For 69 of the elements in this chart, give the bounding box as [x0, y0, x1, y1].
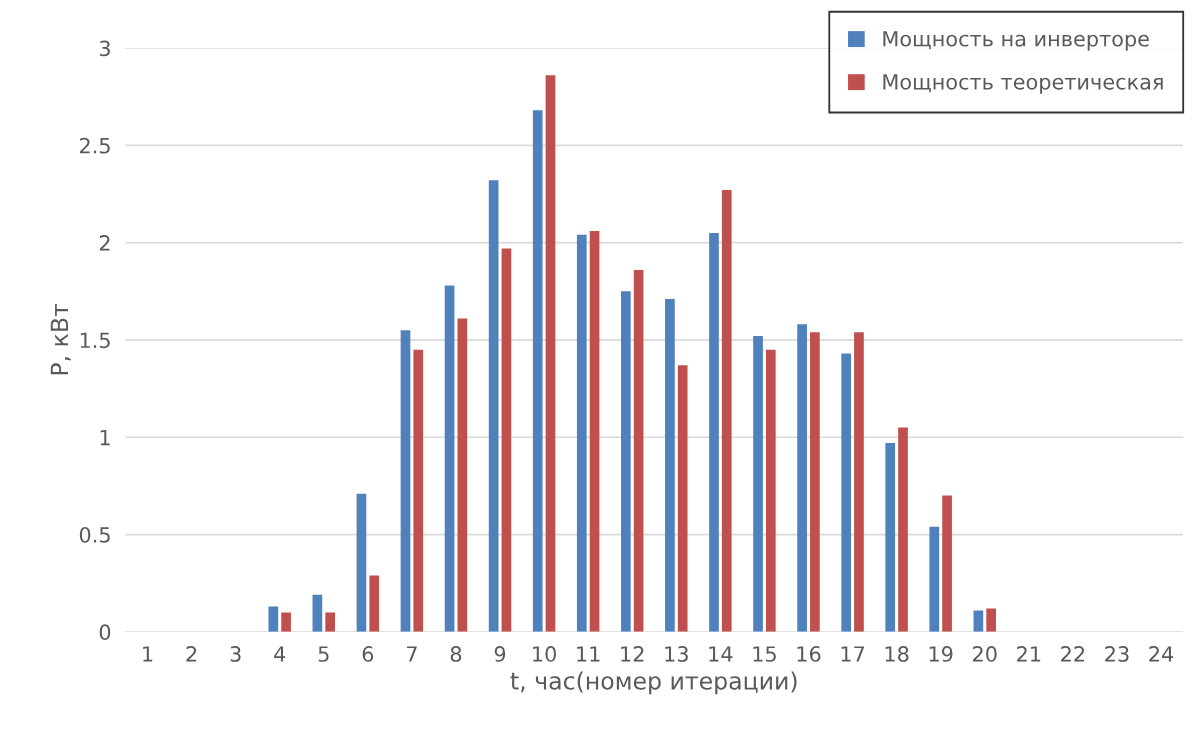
x-tick-label: 15	[753, 646, 776, 662]
legend-label: Мощность теоретическая	[883, 74, 1163, 94]
bar	[400, 330, 411, 632]
x-tick-label: 24	[1149, 646, 1174, 662]
x-tick-label: 8	[450, 646, 462, 662]
x-tick-label: 11	[577, 646, 600, 662]
bar	[841, 353, 852, 632]
x-tick-label: 7	[406, 646, 417, 662]
bar	[929, 526, 940, 632]
bar	[709, 232, 719, 632]
bar	[665, 299, 675, 632]
legend-label: Мощность на инверторе	[883, 31, 1149, 51]
bar	[413, 349, 424, 632]
x-tick-label: 6	[362, 646, 374, 662]
bar	[854, 332, 864, 632]
x-tick-label: 5	[318, 646, 329, 662]
x-tick-label: 4	[274, 646, 286, 662]
x-tick-label: 22	[1061, 646, 1085, 662]
x-tick-label: 10	[533, 646, 556, 662]
bar	[942, 495, 952, 632]
bar	[589, 230, 600, 632]
bar	[721, 190, 732, 632]
bar	[797, 324, 807, 632]
bar	[898, 427, 908, 632]
bar	[369, 575, 380, 632]
bar	[356, 493, 367, 632]
x-tick-label: 14	[709, 646, 733, 662]
bar	[986, 608, 996, 632]
bar	[312, 594, 323, 632]
x-tick-label: 18	[885, 646, 909, 662]
bar	[576, 234, 587, 632]
x-tick-label: 20	[973, 646, 997, 662]
x-tick-label: 1	[143, 646, 153, 662]
x-tick-label: 9	[494, 646, 506, 662]
bar	[765, 349, 776, 632]
x-tick-label: 12	[621, 646, 644, 662]
bar	[633, 269, 644, 632]
bar	[457, 318, 468, 632]
bar	[753, 336, 763, 632]
bar	[501, 248, 512, 632]
bar	[444, 285, 455, 632]
x-tick-label: 3	[230, 646, 241, 662]
bar	[325, 612, 336, 632]
bar	[488, 180, 499, 632]
x-tick-label: 2	[186, 646, 197, 662]
x-axis-title: t, час(номер итерации)	[510, 671, 797, 695]
y-tick-label: 1	[100, 429, 110, 446]
bar	[885, 443, 896, 632]
bar	[532, 110, 543, 632]
bar	[281, 612, 291, 632]
bar	[677, 365, 688, 632]
y-tick-label: 2.5	[79, 137, 110, 154]
x-tick-label: 21	[1017, 646, 1041, 662]
bar	[268, 606, 279, 632]
x-tick-label: 19	[929, 646, 953, 662]
x-tick-label: 23	[1105, 646, 1129, 662]
bar	[545, 75, 556, 632]
x-tick-label: 13	[665, 646, 688, 662]
y-tick-label: 0	[99, 624, 111, 641]
y-tick-label: 2	[99, 235, 110, 251]
y-tick-label: 3	[99, 40, 110, 57]
bar	[973, 610, 984, 632]
y-tick-label: 0.5	[79, 527, 110, 543]
x-tick-label: 17	[841, 646, 865, 662]
y-axis-title: P, кВт	[50, 303, 71, 375]
bar	[620, 291, 631, 632]
bar	[810, 332, 820, 632]
y-tick-label: 1.5	[80, 332, 110, 349]
x-tick-label: 16	[797, 646, 821, 662]
